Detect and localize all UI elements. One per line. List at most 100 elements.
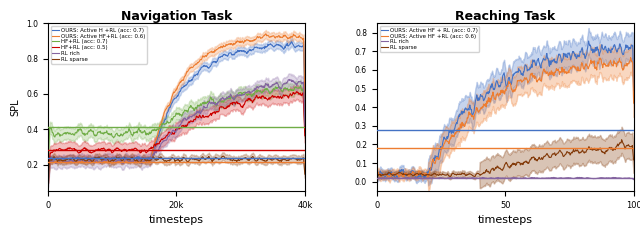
RL rich	[545, 177, 552, 179]
RL rich	[630, 178, 637, 181]
OURS: Active H +RL (acc: 0.7): (181, 0.443): Active H +RL (acc: 0.7): (181, 0.443)	[161, 120, 168, 123]
RL rich	[237, 94, 245, 97]
RL sparse	[618, 138, 625, 141]
OURS: Active HF +RL (acc: 0.6): (66.9, 0.571): Active HF +RL (acc: 0.6): (66.9, 0.571)	[545, 74, 552, 77]
HF+RL (acc: 0.5): (236, 0.481): 0.5): (236, 0.481)	[196, 113, 204, 116]
OURS: Active H +RL (acc: 0.7): (103, 0.237): Active H +RL (acc: 0.7): (103, 0.237)	[110, 157, 118, 159]
RL sparse	[216, 158, 223, 161]
OURS: Active HF + RL (acc: 0.7): (17.9, 0.031): Active HF + RL (acc: 0.7): (17.9, 0.031)	[419, 175, 426, 177]
OURS: Active H +RL (acc: 0.7): (400, 0.556): Active H +RL (acc: 0.7): (400, 0.556)	[301, 100, 308, 103]
HF+RL (acc: 0.7): (400, 0.385): 0.7): (400, 0.385)	[301, 130, 308, 133]
RL rich	[439, 177, 447, 180]
HF+RL (acc: 0.5): (387, 0.613): 0.5): (387, 0.613)	[293, 90, 301, 93]
Line: RL sparse: RL sparse	[48, 156, 305, 180]
OURS: Active HF+RL (acc: 0.6): (267, 0.863): Active HF+RL (acc: 0.6): (267, 0.863)	[216, 46, 223, 49]
Line: HF+RL (acc: 0.7): HF+RL (acc: 0.7)	[48, 86, 305, 165]
OURS: Active HF + RL (acc: 0.7): (82.5, 0.755): Active HF + RL (acc: 0.7): (82.5, 0.755)	[585, 40, 593, 42]
RL rich	[161, 139, 168, 142]
RL sparse	[110, 159, 118, 162]
Title: Reaching Task: Reaching Task	[455, 10, 556, 23]
HF+RL (acc: 0.5): (301, 0.526): 0.5): (301, 0.526)	[237, 106, 245, 108]
Line: OURS: Active HF+RL (acc: 0.6): OURS: Active HF+RL (acc: 0.6)	[48, 34, 305, 181]
RL rich	[196, 109, 204, 112]
RL sparse	[90, 160, 97, 162]
Line: RL rich: RL rich	[377, 177, 634, 180]
HF+RL (acc: 0.5): (103, 0.278): 0.5): (103, 0.278)	[110, 149, 118, 152]
OURS: Active HF + RL (acc: 0.7): (15.5, 0.0171): Active HF + RL (acc: 0.7): (15.5, 0.0171…	[413, 177, 420, 180]
OURS: Active HF + RL (acc: 0.7): (100, 0.491): Active HF + RL (acc: 0.7): (100, 0.491)	[630, 89, 637, 92]
RL sparse	[419, 173, 426, 175]
RL rich	[301, 124, 308, 127]
RL sparse	[238, 158, 246, 161]
OURS: Active HF +RL (acc: 0.6): (0, 0.0284): Active HF +RL (acc: 0.6): (0, 0.0284)	[373, 175, 381, 178]
OURS: Active HF + RL (acc: 0.7): (25.9, 0.223): Active HF + RL (acc: 0.7): (25.9, 0.223)	[440, 139, 447, 142]
HF+RL (acc: 0.7): (236, 0.532): 0.7): (236, 0.532)	[196, 105, 204, 107]
OURS: Active HF+RL (acc: 0.6): (0, 0.108): Active HF+RL (acc: 0.6): (0, 0.108)	[44, 179, 52, 182]
RL rich	[90, 162, 97, 164]
OURS: Active HF +RL (acc: 0.6): (17.9, 0.0339): Active HF +RL (acc: 0.6): (17.9, 0.0339)	[419, 174, 426, 177]
OURS: Active HF +RL (acc: 0.6): (25.9, 0.19): Active HF +RL (acc: 0.6): (25.9, 0.19)	[440, 145, 447, 148]
HF+RL (acc: 0.7): (181, 0.428): 0.7): (181, 0.428)	[161, 123, 168, 126]
OURS: Active H +RL (acc: 0.7): (301, 0.842): Active H +RL (acc: 0.7): (301, 0.842)	[237, 50, 245, 53]
Line: OURS: Active HF + RL (acc: 0.7): OURS: Active HF + RL (acc: 0.7)	[377, 41, 634, 178]
RL sparse	[196, 160, 204, 162]
OURS: Active HF + RL (acc: 0.7): (0, 0.0242): Active HF + RL (acc: 0.7): (0, 0.0242)	[373, 176, 381, 179]
RL rich	[524, 177, 532, 180]
RL rich	[373, 178, 381, 181]
Y-axis label: SPL: SPL	[11, 98, 20, 116]
OURS: Active HF +RL (acc: 0.6): (100, 0.422): Active HF +RL (acc: 0.6): (100, 0.422)	[630, 102, 637, 104]
OURS: Active HF +RL (acc: 0.6): (45.4, 0.467): Active HF +RL (acc: 0.6): (45.4, 0.467)	[490, 93, 497, 96]
X-axis label: timesteps: timesteps	[149, 215, 204, 225]
OURS: Active HF + RL (acc: 0.7): (75.5, 0.654): Active HF + RL (acc: 0.7): (75.5, 0.654)	[567, 58, 575, 61]
RL sparse	[301, 173, 308, 175]
HF+RL (acc: 0.7): (267, 0.565): 0.7): (267, 0.565)	[216, 99, 223, 102]
OURS: Active H +RL (acc: 0.7): (236, 0.732): Active H +RL (acc: 0.7): (236, 0.732)	[196, 69, 204, 72]
OURS: Active H +RL (acc: 0.7): (70.8, 0.236): Active H +RL (acc: 0.7): (70.8, 0.236)	[90, 157, 97, 160]
RL sparse	[630, 158, 637, 161]
Line: OURS: Active H +RL (acc: 0.7): OURS: Active H +RL (acc: 0.7)	[48, 42, 305, 179]
RL sparse	[44, 178, 52, 181]
RL sparse	[545, 154, 552, 157]
HF+RL (acc: 0.7): (103, 0.355): 0.7): (103, 0.355)	[110, 136, 118, 139]
OURS: Active HF+RL (acc: 0.6): (301, 0.892): Active HF+RL (acc: 0.6): (301, 0.892)	[237, 41, 245, 44]
OURS: Active HF +RL (acc: 0.6): (75.5, 0.614): Active HF +RL (acc: 0.6): (75.5, 0.614)	[567, 66, 575, 69]
OURS: Active HF +RL (acc: 0.6): (59.1, 0.538): Active HF +RL (acc: 0.6): (59.1, 0.538)	[525, 80, 532, 83]
RL rich	[567, 176, 575, 179]
OURS: Active HF+RL (acc: 0.6): (181, 0.495): Active HF+RL (acc: 0.6): (181, 0.495)	[161, 111, 168, 114]
Legend: OURS: Active H +RL (acc: 0.7), OURS: Active HF+RL (acc: 0.6), HF+RL (acc: 0.7), : OURS: Active H +RL (acc: 0.7), OURS: Act…	[51, 26, 147, 64]
RL sparse	[220, 155, 227, 158]
OURS: Active HF+RL (acc: 0.6): (236, 0.783): Active HF+RL (acc: 0.6): (236, 0.783)	[196, 60, 204, 63]
OURS: Active HF + RL (acc: 0.7): (45.4, 0.494): Active HF + RL (acc: 0.7): (45.4, 0.494)	[490, 88, 497, 91]
RL rich	[216, 100, 223, 103]
OURS: Active HF+RL (acc: 0.6): (339, 0.941): Active HF+RL (acc: 0.6): (339, 0.941)	[262, 32, 269, 35]
OURS: Active HF +RL (acc: 0.6): (98.8, 0.666): Active HF +RL (acc: 0.6): (98.8, 0.666)	[627, 56, 634, 59]
RL rich	[110, 160, 118, 163]
RL sparse	[373, 177, 381, 180]
RL rich	[489, 177, 497, 180]
OURS: Active HF + RL (acc: 0.7): (59.1, 0.601): Active HF + RL (acc: 0.7): (59.1, 0.601)	[525, 68, 532, 71]
OURS: Active H +RL (acc: 0.7): (379, 0.896): Active H +RL (acc: 0.7): (379, 0.896)	[288, 40, 296, 43]
Title: Navigation Task: Navigation Task	[121, 10, 232, 23]
RL rich	[419, 177, 426, 180]
Line: RL sparse: RL sparse	[377, 140, 634, 178]
HF+RL (acc: 0.5): (400, 0.363): 0.5): (400, 0.363)	[301, 134, 308, 137]
OURS: Active HF + RL (acc: 0.7): (66.9, 0.639): Active HF + RL (acc: 0.7): (66.9, 0.639)	[545, 61, 552, 64]
RL sparse	[439, 173, 447, 176]
HF+RL (acc: 0.7): (0, 0.195): 0.7): (0, 0.195)	[44, 164, 52, 167]
RL sparse	[524, 161, 532, 164]
HF+RL (acc: 0.5): (181, 0.349): 0.5): (181, 0.349)	[161, 137, 168, 140]
RL rich	[44, 179, 52, 182]
HF+RL (acc: 0.5): (70.8, 0.272): 0.5): (70.8, 0.272)	[90, 150, 97, 153]
OURS: Active H +RL (acc: 0.7): (0, 0.12): Active H +RL (acc: 0.7): (0, 0.12)	[44, 177, 52, 180]
HF+RL (acc: 0.7): (393, 0.648): 0.7): (393, 0.648)	[297, 84, 305, 87]
OURS: Active HF+RL (acc: 0.6): (103, 0.21): Active HF+RL (acc: 0.6): (103, 0.21)	[110, 161, 118, 164]
Line: OURS: Active HF +RL (acc: 0.6): OURS: Active HF +RL (acc: 0.6)	[377, 58, 634, 178]
RL sparse	[161, 160, 168, 163]
HF+RL (acc: 0.7): (70.8, 0.381): 0.7): (70.8, 0.381)	[90, 131, 97, 134]
RL sparse	[489, 167, 497, 169]
OURS: Active HF +RL (acc: 0.6): (5.01, 0.0204): Active HF +RL (acc: 0.6): (5.01, 0.0204)	[386, 177, 394, 179]
Legend: OURS: Active HF + RL (acc: 0.7), OURS: Active HF +RL (acc: 0.6), RL rich, RL spa: OURS: Active HF + RL (acc: 0.7), OURS: A…	[380, 26, 479, 52]
X-axis label: timesteps: timesteps	[477, 215, 532, 225]
RL rich	[550, 176, 557, 179]
Line: RL rich: RL rich	[48, 79, 305, 181]
